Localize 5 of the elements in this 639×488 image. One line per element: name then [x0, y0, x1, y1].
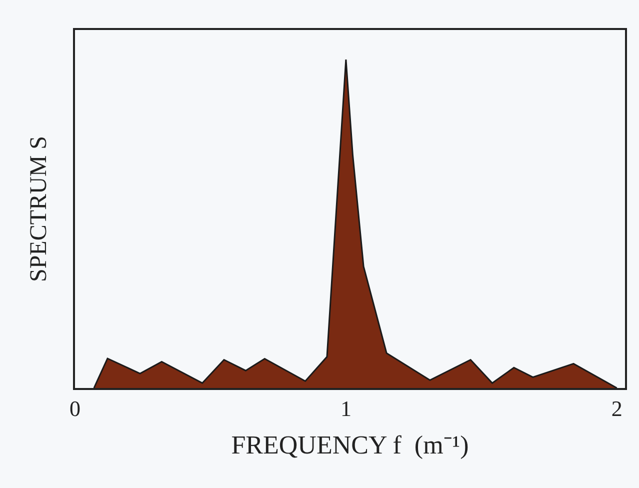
y-axis-title: SPECTRUM S	[26, 136, 52, 282]
x-tick-label: 2	[611, 396, 622, 422]
x-tick-label: 0	[70, 396, 80, 422]
x-axis-title: FREQUENCY f (m⁻¹)	[231, 430, 469, 460]
x-tick-label: 1	[340, 396, 352, 422]
